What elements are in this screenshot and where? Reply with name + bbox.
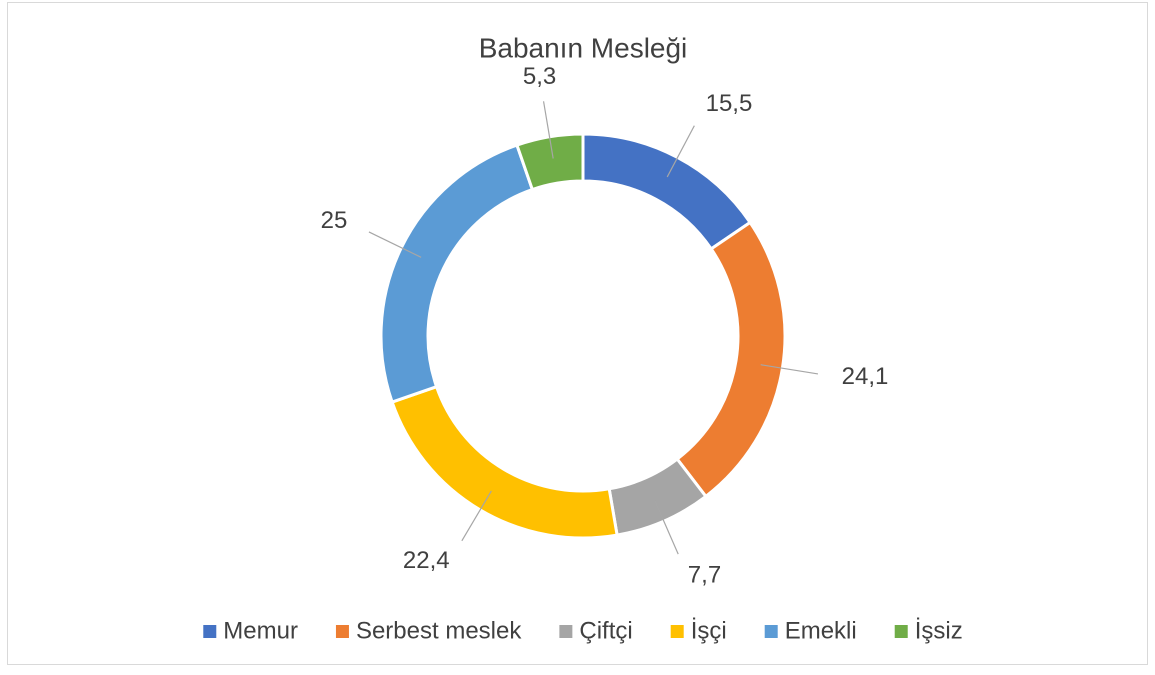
legend-label: Memur — [223, 617, 298, 644]
chart-border — [7, 2, 1148, 665]
legend-label: İşsiz — [915, 617, 963, 644]
legend-label: Çiftçi — [579, 617, 632, 644]
data-label: 15,5 — [706, 90, 753, 117]
legend-swatch — [559, 625, 573, 638]
chart-title: Babanın Mesleği — [479, 32, 688, 63]
legend-label: Serbest meslek — [356, 617, 522, 644]
donut-segment — [515, 132, 585, 192]
data-label: 22,4 — [403, 547, 450, 574]
legend-label: Emekli — [785, 617, 857, 644]
data-label: 24,1 — [842, 363, 889, 390]
leader-line — [666, 125, 695, 178]
leader-line — [654, 500, 679, 555]
legend-swatch — [670, 625, 684, 638]
leader-line — [461, 490, 492, 542]
leader-line — [542, 101, 554, 159]
legend-swatch — [203, 625, 217, 638]
data-label: 7,7 — [688, 561, 721, 588]
leader-line — [368, 231, 422, 258]
legend-swatch — [894, 625, 908, 638]
leader-line — [760, 364, 819, 375]
legend-label: İşçi — [691, 617, 727, 644]
legend-swatch — [335, 625, 349, 638]
data-label: 25 — [321, 207, 348, 234]
legend-swatch — [764, 625, 778, 638]
data-label: 5,3 — [523, 63, 556, 90]
